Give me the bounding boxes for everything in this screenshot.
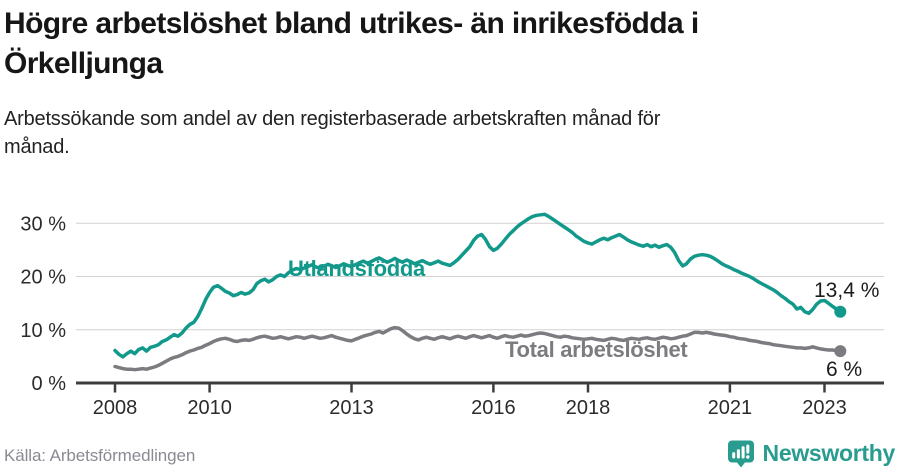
subtitle-line-2: månad.: [4, 136, 70, 158]
logo-bar-3: [741, 446, 745, 459]
x-tick-label-2013: 2013: [329, 397, 374, 419]
y-tick-label-20: 20 %: [20, 267, 66, 289]
series-end-value-0: 13,4 %: [814, 279, 879, 302]
series-line-0: [113, 212, 843, 359]
logo-exclamation-bar: [745, 444, 749, 454]
x-tick-label-2016: 2016: [471, 397, 516, 419]
series-label-0: Utlandsfödda: [288, 256, 426, 281]
x-tick-label-2023: 2023: [802, 397, 847, 419]
x-tick-label-2008: 2008: [93, 397, 138, 419]
x-tick-label-2010: 2010: [187, 397, 232, 419]
chart-subtitle: Arbetssökande som andel av den registerb…: [4, 105, 660, 161]
series-end-value-1: 6 %: [826, 358, 862, 381]
series-end-dot-0: [834, 305, 847, 318]
newsworthy-logo-icon: [727, 440, 754, 468]
logo-bar-1: [731, 452, 735, 459]
line-chart: 2008 2010 2013 2016 2018 2021 2023 0 % 10 % 20 % 3…: [20, 212, 884, 419]
page-title: Högre arbetslöshet bland utrikes- än inr…: [4, 4, 699, 84]
x-tick-label-2018: 2018: [566, 397, 611, 419]
title-line-2: Örkelljunga: [4, 47, 163, 80]
logo-exclamation-dot: [745, 455, 750, 459]
y-tick-label-30: 30 %: [20, 213, 66, 235]
x-tick-label-2021: 2021: [708, 397, 753, 419]
title-line-1: Högre arbetslöshet bland utrikes- än inr…: [4, 7, 699, 40]
brand-name: Newsworthy: [762, 439, 896, 466]
logo-bubble: [727, 440, 754, 468]
source-note: Källa: Arbetsförmedlingen: [4, 446, 196, 465]
logo-bar-2: [736, 449, 740, 459]
series-end-dot-1: [834, 345, 847, 358]
series-label-1: Total arbetslöshet: [505, 337, 688, 362]
y-tick-label-10: 10 %: [20, 320, 66, 342]
y-tick-label-0: 0 %: [32, 373, 67, 395]
subtitle-line-1: Arbetssökande som andel av den registerb…: [4, 108, 661, 130]
newsworthy-logo: Newsworthy: [726, 438, 895, 468]
series-line-1: [113, 325, 843, 372]
